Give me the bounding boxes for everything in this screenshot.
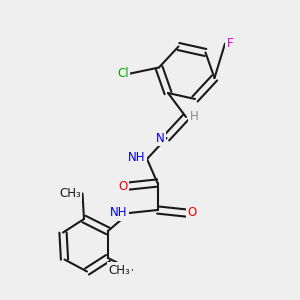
Text: H: H bbox=[190, 110, 198, 124]
Text: N: N bbox=[156, 131, 165, 145]
Text: O: O bbox=[118, 179, 128, 193]
Text: CH₃: CH₃ bbox=[59, 187, 81, 200]
Text: F: F bbox=[226, 37, 233, 50]
Text: NH: NH bbox=[128, 151, 146, 164]
Text: O: O bbox=[188, 206, 197, 220]
Text: NH: NH bbox=[110, 206, 128, 220]
Text: CH₃: CH₃ bbox=[109, 263, 130, 277]
Text: Cl: Cl bbox=[117, 67, 129, 80]
